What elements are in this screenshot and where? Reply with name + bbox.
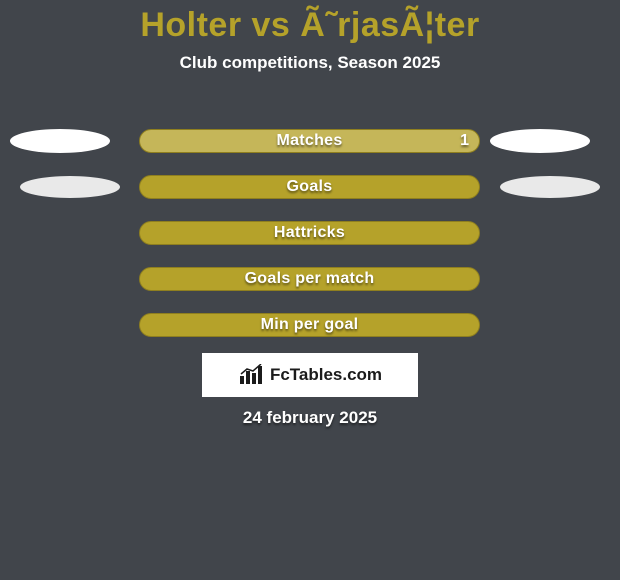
- stat-bar: Hattricks: [139, 221, 480, 245]
- source-logo-text: FcTables.com: [270, 365, 382, 385]
- page-subtitle: Club competitions, Season 2025: [0, 53, 620, 73]
- stat-label: Goals per match: [245, 270, 375, 288]
- stat-bar: Matches 1: [139, 129, 480, 153]
- stat-bar: Goals per match: [139, 267, 480, 291]
- stat-label: Min per goal: [261, 316, 359, 334]
- stat-row: Min per goal: [0, 302, 620, 348]
- right-value-ellipse: [500, 176, 600, 198]
- right-value-ellipse: [490, 129, 590, 153]
- comparison-infographic: Holter vs Ã˜rjasÃ¦ter Club competitions,…: [0, 0, 620, 580]
- infographic-date: 24 february 2025: [243, 408, 377, 428]
- stat-row: Goals per match: [0, 256, 620, 302]
- stat-rows: Matches 1 Goals Hattricks Goals per match Min…: [0, 118, 620, 348]
- stat-bar: Goals: [139, 175, 480, 199]
- stat-row: Hattricks: [0, 210, 620, 256]
- stat-row: Matches 1: [0, 118, 620, 164]
- source-logo: FcTables.com: [202, 353, 418, 397]
- stat-label: Matches: [276, 132, 342, 150]
- stat-label: Goals: [287, 178, 333, 196]
- stat-row: Goals: [0, 164, 620, 210]
- left-value-ellipse: [10, 129, 110, 153]
- left-value-ellipse: [20, 176, 120, 198]
- stat-value-right: 1: [460, 132, 469, 150]
- stat-label: Hattricks: [274, 224, 345, 242]
- stat-bar: Min per goal: [139, 313, 480, 337]
- page-title: Holter vs Ã˜rjasÃ¦ter: [0, 0, 620, 45]
- chart-icon: [238, 364, 264, 386]
